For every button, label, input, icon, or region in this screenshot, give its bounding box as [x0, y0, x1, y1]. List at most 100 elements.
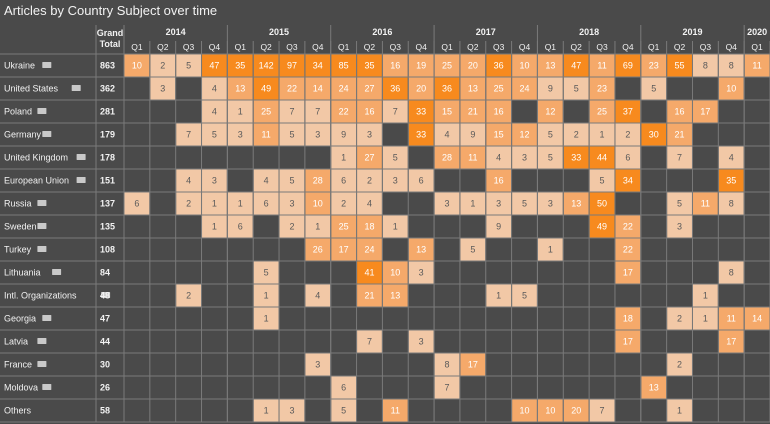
- heatmap-cell: [408, 169, 434, 192]
- cell-value: 24: [520, 84, 530, 94]
- cell-value: 1: [315, 222, 320, 232]
- cell-value: 3: [419, 268, 424, 278]
- cell-value: 17: [700, 107, 710, 117]
- cell-value: 12: [545, 107, 555, 117]
- heatmap-cell: [253, 307, 279, 330]
- cell-value: 9: [470, 130, 475, 140]
- cell-value: 23: [649, 61, 659, 71]
- heatmap-cell: [718, 54, 744, 77]
- heatmap-cell: [563, 54, 589, 77]
- cell-value: 7: [367, 337, 372, 347]
- cell-value: 34: [623, 176, 633, 186]
- heatmap-cell: [667, 353, 692, 376]
- heatmap-cell: [331, 399, 357, 422]
- heatmap-cell: [331, 54, 357, 77]
- row-label: Russia: [4, 199, 32, 209]
- heatmap-cell: [692, 100, 718, 123]
- heatmap-cell: [563, 77, 589, 100]
- cell-value: 9: [548, 84, 553, 94]
- usa-flag-icon: [71, 85, 81, 91]
- cell-value: 10: [390, 268, 400, 278]
- cell-value: 1: [393, 222, 398, 232]
- grand-total-value: 362: [100, 84, 115, 94]
- heatmap-cell: [460, 146, 486, 169]
- heatmap-cell: [615, 54, 641, 77]
- row-label: Poland: [4, 107, 32, 117]
- heatmap-cell: [589, 169, 615, 192]
- heatmap-cell: [486, 284, 512, 307]
- cell-value: 50: [597, 199, 607, 209]
- heatmap-cell: [486, 146, 512, 169]
- cell-value: 1: [600, 130, 605, 140]
- cell-value: 5: [600, 176, 605, 186]
- cell-value: 6: [341, 383, 346, 393]
- quarter-label: Q1: [751, 42, 763, 52]
- heatmap-cell: [202, 77, 227, 100]
- quarter-label: Q4: [312, 42, 324, 52]
- cell-value: 17: [468, 360, 478, 370]
- quarter-label: Q1: [131, 42, 143, 52]
- cell-value: 4: [212, 84, 217, 94]
- cell-value: 1: [341, 153, 346, 163]
- cell-value: 22: [287, 84, 297, 94]
- heatmap-cell: [227, 215, 253, 238]
- heatmap-cell: [382, 169, 408, 192]
- cell-value: 4: [264, 176, 269, 186]
- heatmap-cell: [486, 54, 512, 77]
- heatmap-cell: [615, 330, 641, 353]
- cell-value: 3: [289, 406, 294, 416]
- heatmap-cell: [124, 192, 150, 215]
- grand-total-value: 30: [100, 360, 110, 370]
- cell-value: 26: [313, 245, 323, 255]
- heatmap-cell: [382, 146, 408, 169]
- heatmap-cell: [357, 284, 382, 307]
- heatmap-cell: [589, 146, 615, 169]
- heatmap-cell: [615, 307, 641, 330]
- heatmap-cell: [331, 100, 357, 123]
- cell-value: 3: [496, 199, 501, 209]
- cell-value: 16: [494, 107, 504, 117]
- heatmap-cell: [460, 192, 486, 215]
- heatmap-cell: [537, 54, 563, 77]
- heatmap-cell: [279, 169, 305, 192]
- heatmap-cell: [253, 100, 279, 123]
- heatmap-cell: [537, 100, 563, 123]
- year-label: 2019: [682, 27, 702, 37]
- row-label: Georgia: [4, 314, 36, 324]
- heatmap-cell: [744, 307, 770, 330]
- cell-value: 13: [571, 199, 581, 209]
- cell-value: 5: [522, 291, 527, 301]
- heatmap-cell: [667, 399, 692, 422]
- heatmap-cell: [382, 54, 408, 77]
- cell-value: 17: [623, 268, 633, 278]
- heatmap-cell: [667, 215, 692, 238]
- heatmap-cell: [305, 238, 331, 261]
- heatmap-cell: [253, 77, 279, 100]
- cell-value: 3: [212, 176, 217, 186]
- heatmap-cell: [667, 146, 692, 169]
- cell-value: 10: [545, 406, 555, 416]
- turkey-flag-icon: [37, 246, 47, 252]
- flag-icon: [101, 292, 111, 298]
- row-label: France: [4, 360, 32, 370]
- france-flag-icon: [37, 361, 47, 367]
- cell-value: 17: [623, 337, 633, 347]
- cell-value: 97: [287, 61, 297, 71]
- quarter-label: Q2: [364, 42, 376, 52]
- cell-value: 33: [416, 107, 426, 117]
- cell-value: 142: [259, 61, 274, 71]
- cell-value: 22: [623, 245, 633, 255]
- cell-value: 5: [522, 199, 527, 209]
- heatmap-cell: [253, 123, 279, 146]
- quarter-label: Q4: [622, 42, 634, 52]
- heatmap-cell: [279, 192, 305, 215]
- cell-value: 25: [339, 222, 349, 232]
- cell-value: 2: [677, 314, 682, 324]
- grand-total-value: 178: [100, 153, 115, 163]
- heatmap-cell: [434, 376, 460, 399]
- quarter-label: Q1: [235, 42, 247, 52]
- heatmap-cell: [615, 100, 641, 123]
- heatmap-cell: [202, 100, 227, 123]
- heatmap-cell: [382, 100, 408, 123]
